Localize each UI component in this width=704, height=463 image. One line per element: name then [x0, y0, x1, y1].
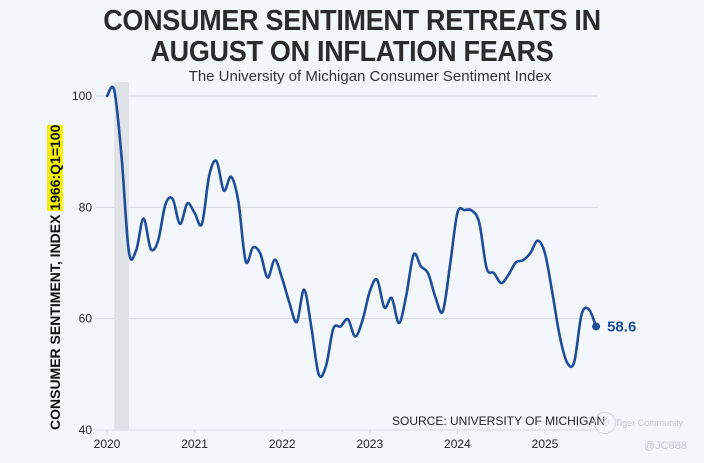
y-tick-label: 80 [79, 200, 93, 214]
tiger-logo-icon: ✆ [594, 412, 616, 434]
chart-title: CONSUMER SENTIMENT RETREATS IN AUGUST ON… [25, 6, 680, 68]
y-tick-label: 40 [79, 423, 93, 437]
y-axis-ticks: 40 60 80 100 [72, 89, 92, 437]
x-tick-label: 2022 [269, 437, 296, 451]
y-tick-label: 100 [72, 89, 92, 103]
x-tick-label: 2020 [94, 437, 121, 451]
series-line [105, 85, 598, 379]
watermark-handle: @JC888 [644, 440, 687, 452]
recession-shading [114, 82, 129, 430]
chart-title-line-2: AUGUST ON INFLATION FEARS [150, 36, 554, 68]
y-tick-label: 60 [79, 312, 93, 326]
x-tick-label: 2025 [532, 437, 559, 451]
last-value-label: 58.6 [607, 318, 636, 335]
x-tick-label: 2023 [356, 437, 383, 451]
chart-title-line-1: CONSUMER SENTIMENT RETREATS IN [103, 5, 601, 37]
chart-subtitle: The University of Michigan Consumer Sent… [188, 68, 552, 85]
x-tick-label: 2024 [444, 437, 471, 451]
x-axis-ticks: 2020 2021 2022 2023 2024 2025 [94, 430, 559, 451]
series-lines [105, 85, 598, 379]
source-note: SOURCE: UNIVERSITY OF MICHIGAN [392, 414, 606, 428]
watermark-brand: Tiger Community [615, 418, 684, 428]
gridlines [95, 95, 598, 431]
series-markers: 58.6 [592, 318, 636, 335]
recession-band [114, 82, 129, 430]
last-value-marker [592, 322, 601, 331]
x-tick-label: 2021 [181, 437, 208, 451]
